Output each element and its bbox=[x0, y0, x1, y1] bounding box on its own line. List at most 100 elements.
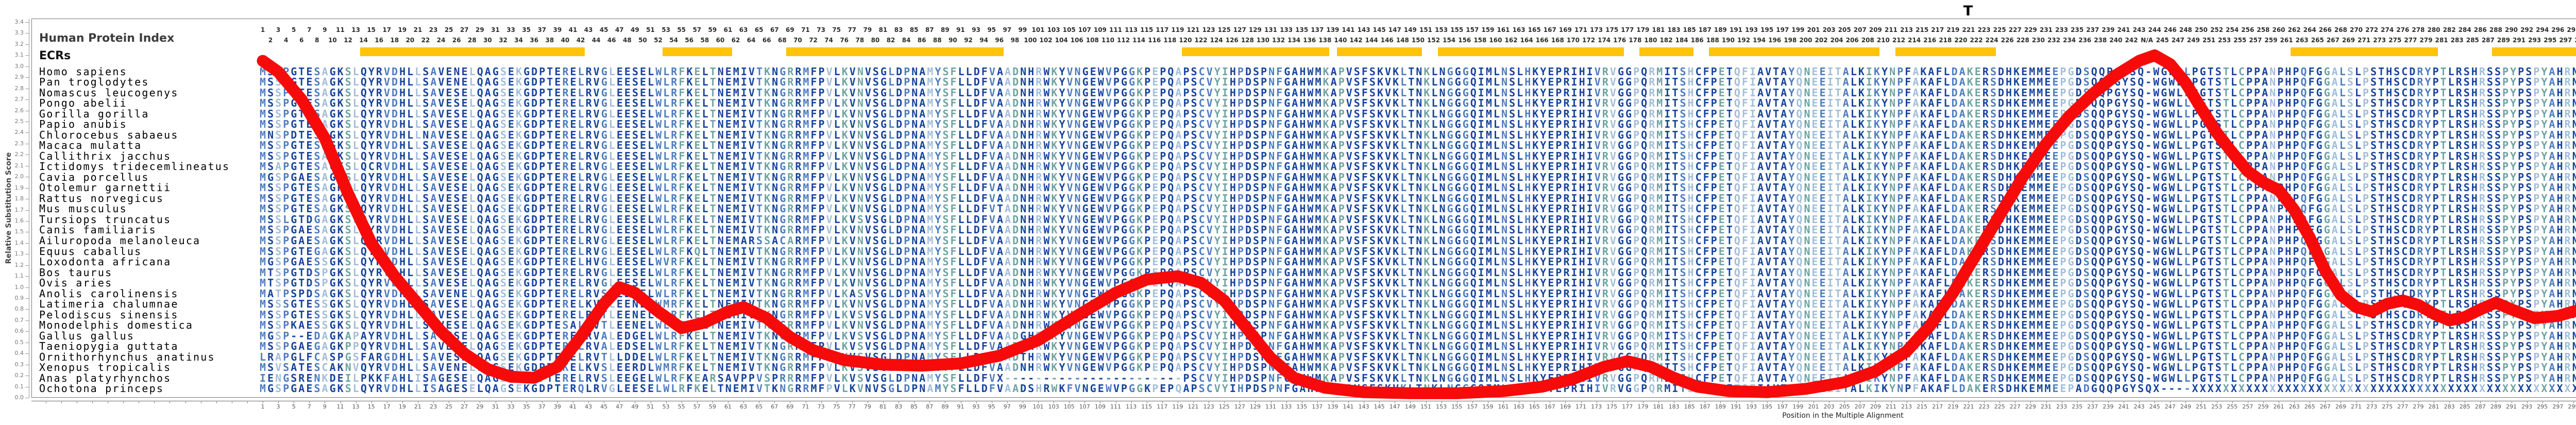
top-position-label: 210 bbox=[1876, 37, 1890, 44]
y-tick-label: 3.2 bbox=[14, 40, 24, 47]
ecr-band bbox=[360, 47, 585, 56]
top-position-label: 98 bbox=[1010, 37, 1020, 44]
top-position-label: 113 bbox=[1125, 26, 1138, 33]
top-position-label: 87 bbox=[925, 26, 934, 33]
top-position-label: 180 bbox=[1644, 37, 1657, 44]
top-position-label: 25 bbox=[444, 26, 453, 33]
species-label: Latimeria chalumnae bbox=[39, 298, 179, 311]
top-position-label: 5 bbox=[292, 26, 296, 33]
top-position-label: 148 bbox=[1396, 37, 1409, 44]
ecr-band bbox=[2492, 47, 2576, 56]
species-label: Pongo abelii bbox=[39, 97, 127, 110]
top-position-label: 295 bbox=[2544, 37, 2557, 44]
y-tick-label: 2.3 bbox=[14, 140, 24, 147]
top-position-label: 65 bbox=[754, 26, 764, 33]
top-position-label: 55 bbox=[677, 26, 686, 33]
top-position-label: 106 bbox=[1070, 37, 1083, 44]
top-position-label: 136 bbox=[1303, 37, 1316, 44]
top-position-label: 90 bbox=[948, 37, 957, 44]
y-tick-label: 3.4 bbox=[14, 19, 24, 26]
y-tick-mark bbox=[25, 210, 29, 211]
top-position-label: 116 bbox=[1148, 37, 1161, 44]
top-position-label: 161 bbox=[1497, 26, 1510, 33]
top-position-label: 154 bbox=[1443, 37, 1456, 44]
top-position-label: 252 bbox=[2210, 26, 2224, 33]
top-position-label: 190 bbox=[1721, 37, 1735, 44]
ecr-band bbox=[1437, 47, 1624, 56]
top-position-label: 288 bbox=[2489, 26, 2502, 33]
top-position-label: 178 bbox=[1629, 37, 1642, 44]
top-position-label: 44 bbox=[591, 37, 601, 44]
species-label: Gallus gallus bbox=[39, 329, 135, 342]
top-position-label: 273 bbox=[2373, 37, 2386, 44]
top-position-label: 50 bbox=[638, 37, 647, 44]
top-position-label: 263 bbox=[2295, 37, 2309, 44]
top-position-label: 286 bbox=[2473, 26, 2487, 33]
top-position-label: 275 bbox=[2388, 37, 2402, 44]
y-tick-mark bbox=[25, 243, 29, 244]
top-position-label: 120 bbox=[1179, 37, 1192, 44]
top-position-label: 71 bbox=[801, 26, 810, 33]
y-tick-mark bbox=[25, 220, 29, 222]
y-tick-label: 3.0 bbox=[14, 62, 24, 70]
top-position-label: 29 bbox=[476, 26, 484, 33]
top-position-label: 121 bbox=[1187, 26, 1200, 33]
y-tick-label: 0.8 bbox=[14, 305, 24, 313]
top-position-label: 127 bbox=[1233, 26, 1246, 33]
top-position-label: 97 bbox=[1003, 26, 1012, 33]
species-label: Tursiops truncatus bbox=[39, 213, 172, 226]
top-position-label: 168 bbox=[1551, 37, 1564, 44]
top-position-label: 239 bbox=[2102, 26, 2115, 33]
top-position-label: 138 bbox=[1318, 37, 1332, 44]
species-label: Homo sapiens bbox=[39, 65, 127, 78]
y-tick-label: 2.6 bbox=[14, 107, 24, 114]
top-position-label: 103 bbox=[1047, 26, 1060, 33]
top-position-label: 214 bbox=[1908, 37, 1921, 44]
top-position-label: 183 bbox=[1667, 26, 1681, 33]
y-tick-label: 1.6 bbox=[14, 217, 24, 224]
y-tick-label: 0.4 bbox=[14, 350, 24, 357]
top-position-label: 209 bbox=[1869, 26, 1882, 33]
y-tick-mark bbox=[25, 331, 29, 332]
top-position-label: 182 bbox=[1659, 37, 1673, 44]
top-position-label: 37 bbox=[537, 26, 547, 33]
top-position-label: 224 bbox=[1985, 37, 1998, 44]
y-tick-label: 0.0 bbox=[14, 394, 24, 401]
top-position-label: 213 bbox=[1900, 26, 1913, 33]
y-tick-mark bbox=[25, 77, 29, 78]
top-position-label: 74 bbox=[824, 37, 833, 44]
top-position-label: 76 bbox=[840, 37, 849, 44]
top-position-label: 187 bbox=[1698, 26, 1711, 33]
ecr-band bbox=[2291, 47, 2438, 56]
species-label: Callithrix jacchus bbox=[39, 149, 172, 162]
top-position-label: 296 bbox=[2551, 26, 2565, 33]
top-position-label: 64 bbox=[747, 37, 756, 44]
top-position-label: 246 bbox=[2163, 26, 2177, 33]
top-position-label: 26 bbox=[452, 37, 461, 44]
x-axis-title: Position in the Multiple Alignment bbox=[1782, 412, 1904, 420]
top-position-label: 284 bbox=[2458, 26, 2471, 33]
top-position-label: 78 bbox=[855, 37, 865, 44]
top-position-label: 219 bbox=[1946, 26, 1960, 33]
top-position-label: 184 bbox=[1675, 37, 1688, 44]
ecr-band bbox=[786, 47, 1004, 56]
top-position-label: 89 bbox=[941, 26, 950, 33]
y-tick-mark bbox=[25, 22, 29, 23]
top-position-label: 135 bbox=[1295, 26, 1309, 33]
header-ecrs: ECRs bbox=[39, 49, 71, 62]
top-position-label: 186 bbox=[1690, 37, 1704, 44]
species-label: Monodelphis domestica bbox=[39, 319, 194, 332]
y-tick-label: 2.4 bbox=[14, 129, 24, 136]
top-position-label: 290 bbox=[2504, 26, 2518, 33]
top-position-label: 86 bbox=[917, 37, 926, 44]
y-tick-mark bbox=[25, 66, 29, 67]
top-position-label: 194 bbox=[1753, 37, 1766, 44]
top-position-label: 198 bbox=[1784, 37, 1797, 44]
top-position-label: 294 bbox=[2536, 26, 2549, 33]
top-position-label: 176 bbox=[1613, 37, 1626, 44]
top-position-label: 141 bbox=[1342, 26, 1355, 33]
top-position-label: 152 bbox=[1427, 37, 1440, 44]
top-position-label: 207 bbox=[1853, 26, 1867, 33]
y-tick-label: 1.9 bbox=[14, 184, 24, 191]
species-label: Rattus norvegicus bbox=[39, 192, 164, 205]
